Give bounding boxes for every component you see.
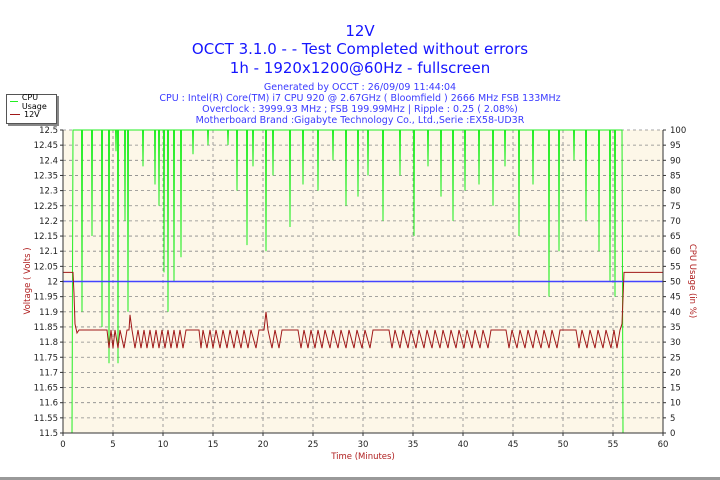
y-tick-label: 11.95	[34, 293, 58, 303]
y-tick-label: 12.1	[39, 247, 58, 257]
x-tick-label: 20	[258, 440, 269, 450]
y-tick-label: 11.7	[39, 368, 58, 378]
legend-swatch-cpu	[10, 101, 18, 102]
x-tick-label: 55	[608, 440, 619, 450]
series-12v	[63, 271, 663, 349]
x-tick-label: 15	[208, 440, 219, 450]
y2-tick-label: 60	[670, 247, 681, 257]
y-tick-label: 11.5	[39, 429, 58, 439]
y2-tick-label: 65	[670, 232, 681, 242]
y-tick-label: 11.6	[39, 399, 58, 409]
y2-tick-label: 5	[670, 414, 675, 424]
y2-tick-label: 95	[670, 141, 681, 151]
x-tick-label: 25	[308, 440, 319, 450]
chart-subtitle: OCCT 3.1.0 - - Test Completed without er…	[191, 40, 529, 58]
y-tick-label: 12.2	[39, 217, 58, 227]
series-layer	[63, 129, 663, 434]
x-axis-label: Time (Minutes)	[330, 452, 395, 462]
y2-tick-label: 20	[670, 368, 681, 378]
legend-label-12v: 12V	[24, 110, 40, 119]
x-tick-label: 50	[558, 440, 569, 450]
y-tick-label: 12.3	[39, 187, 58, 197]
y-tick-label: 12.5	[39, 126, 58, 136]
y-tick-label: 11.75	[34, 353, 58, 363]
y2-tick-label: 15	[670, 384, 681, 394]
x-tick-label: 40	[458, 440, 469, 450]
x-tick-label: 60	[658, 440, 669, 450]
legend-label-cpu: CPU Usage	[21, 92, 47, 111]
y-tick-label: 11.65	[34, 384, 58, 394]
y2-tick-label: 40	[670, 308, 681, 318]
y-tick-label: 11.85	[34, 323, 58, 333]
y-tick-label: 12.05	[34, 262, 58, 272]
y-tick-label: 11.9	[39, 308, 58, 318]
y-tick-label: 12	[47, 278, 58, 288]
y2-tick-label: 50	[670, 278, 681, 288]
y2-axis-label: CPU Usage (in %)	[687, 244, 697, 318]
x-tick-label: 30	[358, 440, 369, 450]
x-tick-label: 10	[158, 440, 169, 450]
y2-tick-label: 10	[670, 399, 681, 409]
y-tick-label: 12.35	[34, 171, 58, 181]
y-tick-label: 12.25	[34, 202, 58, 212]
y-tick-label: 11.55	[34, 414, 58, 424]
y2-tick-label: 80	[670, 187, 681, 197]
y-tick-label: 12.4	[39, 156, 58, 166]
x-tick-label: 0	[60, 440, 65, 450]
cpu-info: CPU : Intel(R) Core(TM) i7 CPU 920 @ 2.6…	[159, 93, 561, 104]
x-tick-label: 5	[110, 440, 115, 450]
bottom-border	[0, 477, 720, 480]
y-tick-label: 12.45	[34, 141, 58, 151]
y2-tick-label: 85	[670, 171, 681, 181]
legend-item-cpu: CPU Usage	[7, 92, 56, 111]
motherboard-info: Motherboard Brand :Gigabyte Technology C…	[195, 115, 525, 126]
y2-tick-label: 45	[670, 293, 681, 303]
y2-tick-label: 70	[670, 217, 681, 227]
legend-item-12v: 12V	[7, 108, 56, 121]
y2-tick-label: 35	[670, 323, 681, 333]
y2-tick-label: 55	[670, 262, 681, 272]
y-tick-label: 11.8	[39, 338, 58, 348]
y-tick-label: 12.15	[34, 232, 58, 242]
overclock-info: Overclock : 3999.93 MHz ; FSB 199.99MHz …	[202, 104, 518, 115]
y2-tick-label: 0	[670, 429, 675, 439]
y2-tick-label: 100	[670, 126, 686, 136]
legend: CPU Usage 12V	[6, 92, 57, 124]
generated-info: Generated by OCCT : 26/09/09 11:44:04	[263, 82, 457, 93]
y2-tick-label: 30	[670, 338, 681, 348]
x-tick-label: 35	[408, 440, 419, 450]
axes: 11.5 11.55 11.6 11.65 11.7 11.75 11.8 11.85 11.9…	[34, 126, 687, 450]
legend-swatch-12v	[10, 114, 20, 115]
y2-tick-label: 90	[670, 156, 681, 166]
x-tick-label: 45	[508, 440, 519, 450]
y2-tick-label: 25	[670, 353, 681, 363]
series-cpu-usage	[63, 129, 663, 434]
test-info: 1h - 1920x1200@60Hz - fullscreen	[229, 59, 491, 77]
chart-title: 12V	[345, 22, 375, 40]
y2-tick-label: 75	[670, 202, 681, 212]
y-axis-label: Voltage ( Volts )	[23, 247, 33, 314]
